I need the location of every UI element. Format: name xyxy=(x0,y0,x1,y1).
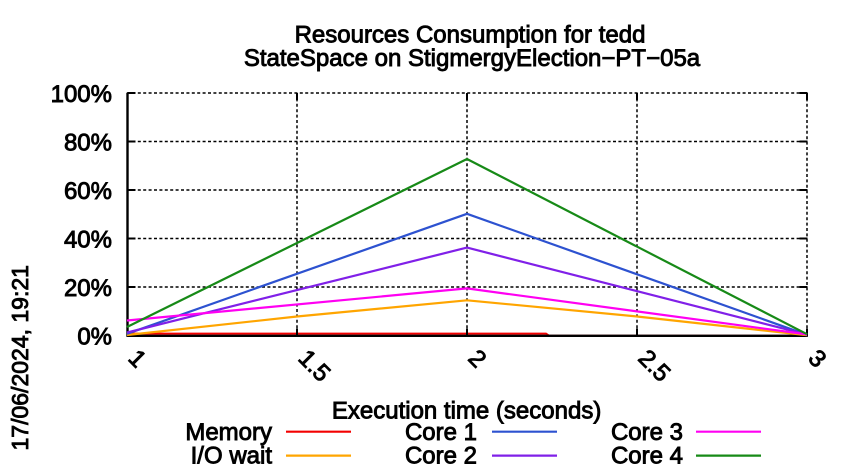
svg-text:Core 3: Core 3 xyxy=(611,419,683,446)
svg-text:60%: 60% xyxy=(64,178,112,205)
svg-text:Core 2: Core 2 xyxy=(405,443,477,470)
svg-text:Core 1: Core 1 xyxy=(405,419,477,446)
svg-text:I/O wait: I/O wait xyxy=(191,443,273,470)
svg-text:Resources Consumption for tedd: Resources Consumption for tedd xyxy=(295,21,646,48)
svg-text:100%: 100% xyxy=(51,81,112,108)
svg-text:Core 4: Core 4 xyxy=(611,443,683,470)
svg-text:17/06/2024, 19:21: 17/06/2024, 19:21 xyxy=(7,265,33,450)
svg-text:Memory: Memory xyxy=(185,419,272,446)
svg-text:0%: 0% xyxy=(77,323,112,350)
svg-text:20%: 20% xyxy=(64,275,112,302)
svg-text:StateSpace on StigmergyElectio: StateSpace on StigmergyElection−PT−05a xyxy=(244,45,701,72)
svg-text:80%: 80% xyxy=(64,129,112,156)
svg-text:40%: 40% xyxy=(64,226,112,253)
svg-text:Execution time (seconds): Execution time (seconds) xyxy=(332,398,601,425)
